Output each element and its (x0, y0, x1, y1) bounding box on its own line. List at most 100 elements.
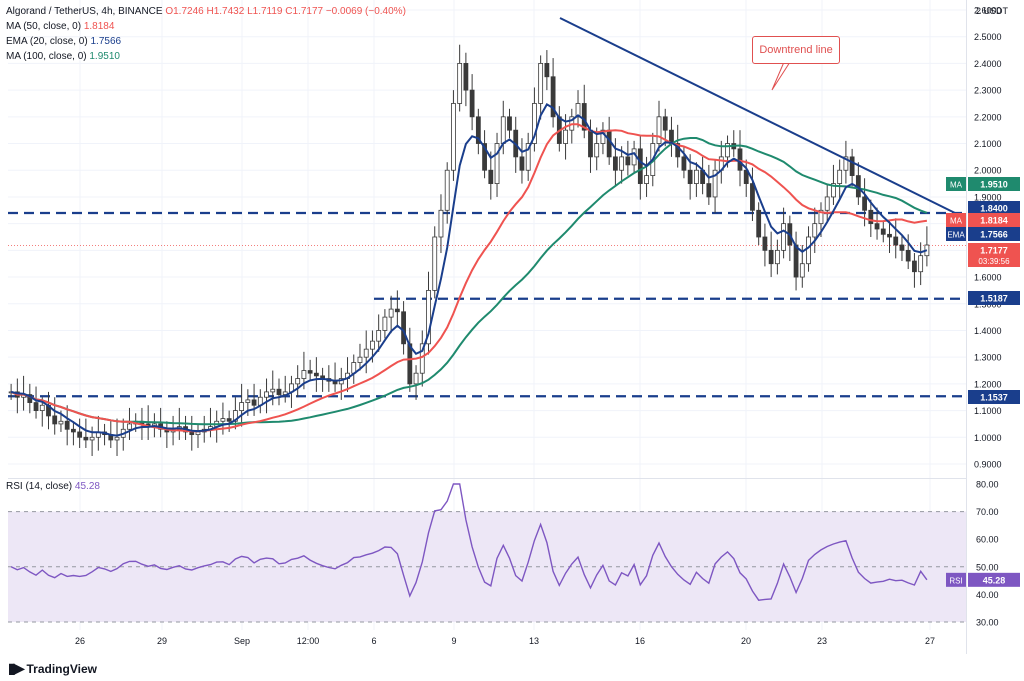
callout-pointer (771, 61, 791, 91)
candle-body (644, 175, 649, 184)
candle-body (251, 399, 257, 406)
candle-body (594, 143, 600, 158)
rsi-tick: 70.00 (976, 507, 999, 517)
candle-body (887, 233, 892, 238)
price-tick: 2.6000 (974, 6, 1002, 16)
candle-body (382, 316, 388, 331)
price-tag-text: 1.9510 (980, 180, 1008, 190)
candle-body (762, 236, 768, 251)
candle-body (239, 402, 245, 411)
candle-body (899, 244, 905, 251)
candle-body (401, 311, 406, 345)
price-tick: 1.6000 (974, 273, 1002, 283)
candle-body (862, 196, 867, 211)
price-tag-bg (968, 227, 1020, 241)
price-tag-text: 1.7177 (980, 246, 1008, 256)
candle-body (725, 143, 730, 158)
candle-body (756, 209, 762, 238)
candle-body (276, 388, 282, 395)
rsi-tick: 30.00 (976, 618, 999, 628)
price-tick: 1.4000 (974, 326, 1002, 336)
candle-body (768, 249, 774, 265)
candle-body (849, 156, 855, 176)
rsi-kind-tag (946, 572, 966, 587)
candle-body (774, 249, 780, 265)
price-tag-text: 1.5187 (980, 294, 1008, 304)
ma50-row[interactable]: MA (50, close, 0) 1.8184 (6, 19, 406, 34)
price-tick: 0.9000 (974, 460, 1002, 470)
candle-body (600, 129, 606, 144)
candle-body (693, 169, 699, 184)
candle-body (793, 244, 799, 278)
candle-body (39, 404, 45, 411)
candle-body (656, 116, 662, 144)
candle-body (83, 436, 89, 441)
candle-body (750, 183, 755, 211)
ma100-row[interactable]: MA (100, close, 0) 1.9510 (6, 49, 406, 64)
ema20-value: 1.7566 (90, 36, 122, 47)
candle-body (220, 418, 226, 422)
price-tag-bg (968, 213, 1020, 227)
candle-body (824, 196, 830, 211)
rsi-tick: 50.00 (976, 562, 999, 572)
indicator-kind-tag (946, 227, 966, 241)
ema20-line (10, 103, 928, 437)
price-tag-bg (968, 177, 1020, 191)
symbol-row[interactable]: Algorand / TetherUS, 4h, BINANCE O1.7246… (6, 4, 406, 19)
candle-body (475, 116, 481, 144)
candle-body (874, 223, 880, 230)
candle-body (532, 103, 537, 144)
rsi-tag-bg (968, 572, 1020, 587)
candle-body (662, 116, 668, 131)
rsi-axis[interactable]: 80.00 70.00 60.00 50.00 40.00 30.00 (976, 480, 999, 628)
candle-body (469, 89, 475, 118)
rsi-tick: 80.00 (976, 480, 999, 490)
candle-body (195, 431, 201, 436)
tv-icon: ▮▶ (8, 660, 25, 676)
indicator-kind-text: MA (950, 217, 963, 226)
candle-body (905, 249, 911, 262)
candle-body (407, 343, 413, 385)
candle-body (837, 169, 843, 184)
price-tick: 1.0000 (974, 433, 1002, 443)
ma100-label: MA (100, close, 0) (6, 51, 87, 62)
candle-body (438, 209, 444, 238)
candle-body (619, 156, 625, 171)
ema20-row[interactable]: EMA (20, close, 0) 1.7566 (6, 34, 406, 49)
price-tick: 2.4000 (974, 59, 1002, 69)
candle-body (918, 255, 924, 273)
candle-body (606, 129, 612, 158)
candle-body (357, 356, 363, 363)
rsi-tick: 60.00 (976, 535, 999, 545)
tradingview-logo[interactable]: ▮▶ TradingView (8, 660, 97, 677)
candle-body (843, 156, 849, 171)
price-tick: 2.1000 (974, 139, 1002, 149)
rsi-value: 45.28 (74, 481, 100, 492)
candle-body (413, 372, 419, 385)
price-tick: 1.1000 (974, 406, 1002, 416)
time-axis[interactable]: 26 29 Sep 12:00 6 9 13 16 20 23 27 (75, 636, 935, 646)
candle-body (831, 183, 836, 198)
candle-body (893, 236, 899, 246)
candle-body (519, 156, 525, 171)
time-tick: 29 (157, 636, 167, 646)
candle-body (637, 148, 643, 184)
rsi-label: RSI (14, close) (6, 481, 73, 492)
candle-body (313, 372, 319, 377)
candle-body (114, 436, 120, 441)
candle-body (270, 388, 276, 393)
callout-text: Downtrend line (759, 44, 833, 56)
time-tick: 23 (817, 636, 827, 646)
candle-body (376, 330, 382, 342)
price-tag-text: 1.1537 (980, 393, 1008, 403)
indicator-kind-text: EMA (947, 231, 965, 240)
candle-body (525, 143, 531, 171)
rsi-legend[interactable]: RSI (14, close) 45.28 (6, 481, 100, 492)
candle-body (52, 415, 58, 425)
price-tick: 2.0000 (974, 166, 1002, 176)
candle-body (189, 431, 195, 436)
candle-body (301, 370, 307, 379)
price-tick: 2.2000 (974, 112, 1002, 122)
ma50-line (10, 123, 928, 433)
